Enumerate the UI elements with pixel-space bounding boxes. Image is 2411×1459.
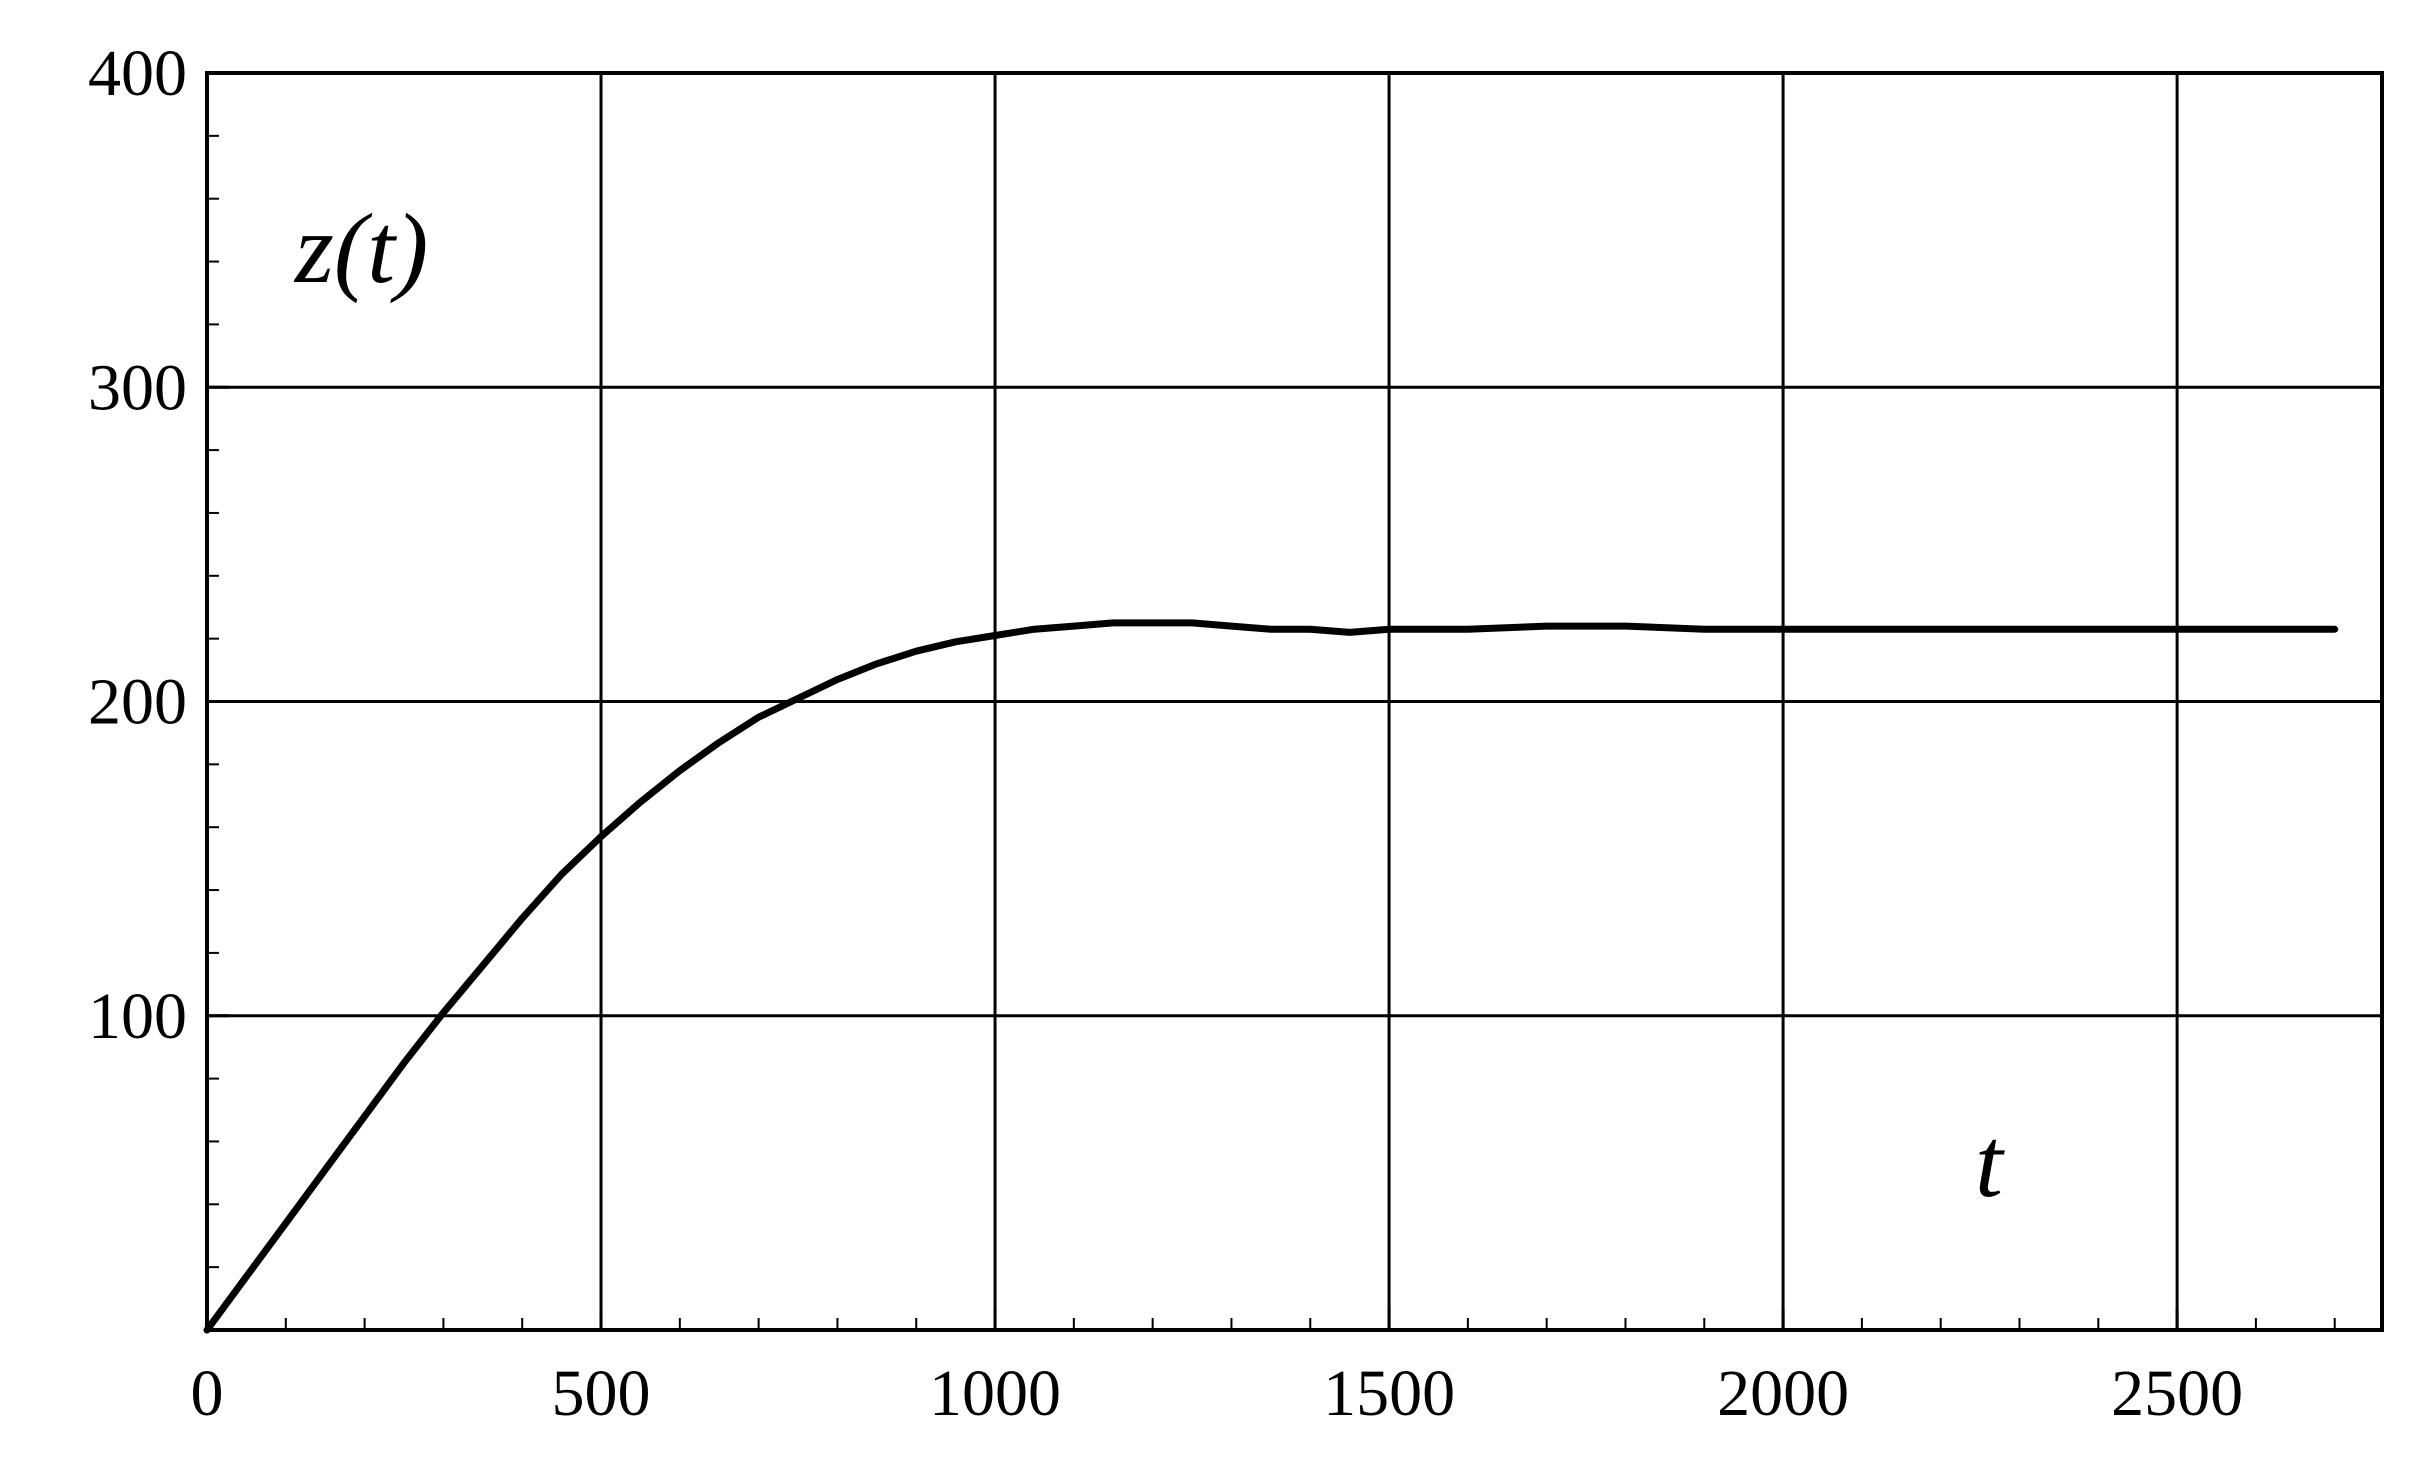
x-tick-label: 2500 (2111, 1357, 2243, 1430)
y-tick-label: 100 (88, 980, 187, 1053)
x-axis-label: t (1975, 1107, 2005, 1218)
x-tick-label: 500 (552, 1357, 651, 1430)
minor-ticks (207, 134, 2336, 1330)
series-line (203, 619, 2339, 1334)
x-tick-label: 1000 (929, 1357, 1061, 1430)
grid-lines (207, 73, 2382, 1330)
x-tick-label: 2000 (1717, 1357, 1849, 1430)
x-tick-label: 1500 (1323, 1357, 1455, 1430)
x-tick-labels: 0 500 1000 1500 2000 2500 (191, 1357, 2244, 1430)
y-tick-label: 400 (88, 37, 187, 110)
x-tick-label: 0 (191, 1357, 224, 1430)
y-tick-label: 300 (88, 351, 187, 424)
y-tick-label: 200 (88, 666, 187, 739)
y-axis-label: z(t) (293, 193, 428, 304)
y-tick-labels: 100 200 300 400 (88, 37, 187, 1053)
plot-frame (205, 71, 2384, 1332)
